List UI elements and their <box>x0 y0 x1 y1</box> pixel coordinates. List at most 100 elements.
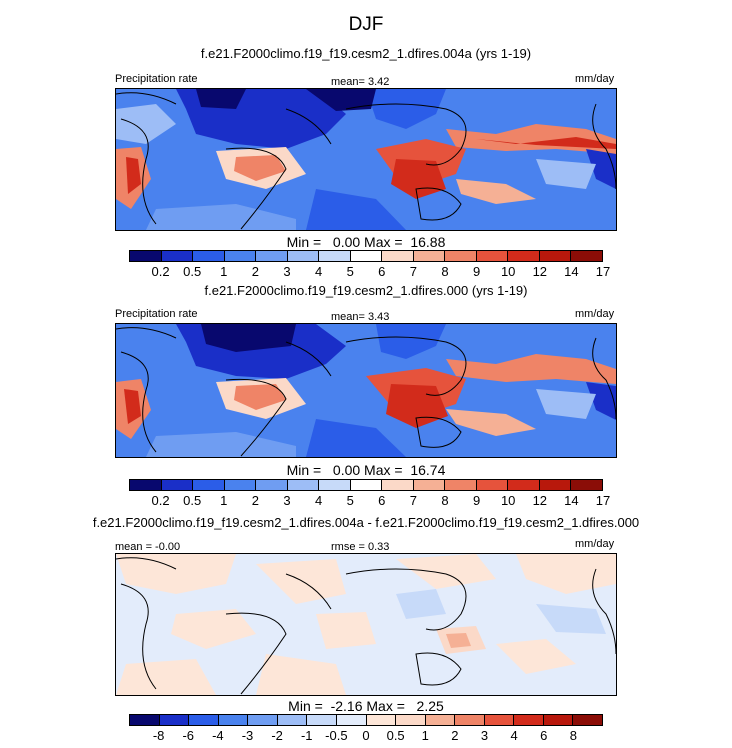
colorbar-swatch <box>382 480 414 490</box>
colorbar-tick-label: -1 <box>300 728 313 743</box>
panel-1-variable-label: Precipitation rate <box>115 73 198 85</box>
colorbar-swatch <box>350 480 383 490</box>
colorbar-swatch <box>130 251 162 261</box>
colorbar-tick-label: 8 <box>569 728 577 743</box>
colorbar-tick-label: 9 <box>472 264 481 279</box>
colorbar-tick-label: -0.5 <box>325 728 348 743</box>
colorbar-swatch <box>218 715 249 725</box>
colorbar-tick-label: 10 <box>500 264 516 279</box>
colorbar-swatch <box>130 480 162 490</box>
figure-title: DJF <box>348 14 384 35</box>
colorbar-swatch <box>193 480 225 490</box>
colorbar-swatch <box>277 715 308 725</box>
panel-1-units-label: mm/day <box>575 73 615 85</box>
colorbar-tick-label: 7 <box>409 493 418 508</box>
colorbar-tick-label: 4 <box>510 728 518 743</box>
colorbar-tick-label: 0.2 <box>151 493 170 508</box>
panel-2-case-title: f.e21.F2000climo.f19_f19.cesm2_1.dfires.… <box>204 283 528 298</box>
panel-1-min-max: Min = 0.00 Max = 16.88 <box>286 234 446 250</box>
panel-3-colorbar <box>129 714 603 726</box>
panel-2-map <box>115 323 617 458</box>
colorbar-swatch <box>571 480 602 490</box>
panel-1-colorbar <box>129 250 603 262</box>
colorbar-tick-label: 5 <box>346 493 354 508</box>
colorbar-tick-label: 5 <box>346 264 354 279</box>
colorbar-tick-label: 14 <box>564 493 579 508</box>
panel-1-case-title: f.e21.F2000climo.f19_f19.cesm2_1.dfires.… <box>200 46 532 61</box>
colorbar-swatch <box>224 480 257 490</box>
colorbar-tick-label: 0.5 <box>183 493 202 508</box>
colorbar-swatch <box>307 715 337 725</box>
panel-2-colorbar <box>129 479 603 491</box>
colorbar-tick-label: 3 <box>283 264 291 279</box>
colorbar-swatch <box>256 251 288 261</box>
colorbar-tick-label: 9 <box>472 493 481 508</box>
colorbar-swatch <box>382 251 414 261</box>
panel-3-colorbar-ticks: -8 -6 -4 -3 -2 -1 -0.5 0 0.5 1 2 3 4 6 8 <box>129 728 603 744</box>
panel-3-min-max: Min = -2.16 Max = 2.25 <box>288 698 444 714</box>
colorbar-tick-label: 0.5 <box>386 728 405 743</box>
colorbar-swatch <box>396 715 426 725</box>
colorbar-swatch <box>319 251 351 261</box>
colorbar-tick-label: 6 <box>540 728 548 743</box>
colorbar-swatch <box>425 715 456 725</box>
colorbar-swatch <box>508 480 540 490</box>
colorbar-swatch <box>287 251 320 261</box>
panel-3-case-title: f.e21.F2000climo.f19_f19.cesm2_1.dfires.… <box>92 515 640 530</box>
panel-2-colorbar-ticks: 0.2 0.5 1 2 3 4 5 6 7 8 9 10 12 14 17 <box>129 493 611 509</box>
colorbar-swatch <box>161 480 194 490</box>
panel-3-mean-label: mean = -0.00 <box>115 541 181 553</box>
panel-1-colorbar-ticks: 0.2 0.5 1 2 3 4 5 6 7 8 9 10 12 14 17 <box>129 264 611 280</box>
colorbar-tick-label: 2 <box>251 493 260 508</box>
colorbar-tick-label: 1 <box>220 264 228 279</box>
colorbar-tick-label: -8 <box>152 728 165 743</box>
colorbar-tick-label: 6 <box>378 264 386 279</box>
colorbar-tick-label: 0 <box>362 728 370 743</box>
colorbar-swatch <box>539 480 572 490</box>
colorbar-swatch <box>256 480 288 490</box>
colorbar-tick-label: -6 <box>182 728 195 743</box>
panel-1-map <box>115 88 617 231</box>
colorbar-swatch <box>445 251 477 261</box>
colorbar-tick-label: 1 <box>421 728 429 743</box>
colorbar-tick-label: 17 <box>595 264 611 279</box>
colorbar-tick-label: 10 <box>500 493 516 508</box>
panel-2-units-label: mm/day <box>575 308 615 320</box>
colorbar-tick-label: 3 <box>283 493 291 508</box>
colorbar-swatch <box>224 251 257 261</box>
colorbar-swatch <box>319 480 351 490</box>
colorbar-tick-label: 4 <box>314 264 323 279</box>
panel-3-units-label: mm/day <box>575 538 615 550</box>
colorbar-tick-label: 0.2 <box>151 264 170 279</box>
colorbar-swatch <box>413 480 446 490</box>
colorbar-swatch <box>476 480 509 490</box>
colorbar-swatch <box>445 480 477 490</box>
colorbar-swatch <box>539 251 572 261</box>
colorbar-swatch <box>484 715 515 725</box>
colorbar-swatch <box>161 251 194 261</box>
colorbar-swatch <box>193 251 225 261</box>
colorbar-tick-label: 14 <box>564 264 579 279</box>
panel-3-rmse-label: rmse = 0.33 <box>331 541 390 553</box>
colorbar-tick-label: 2 <box>251 264 260 279</box>
colorbar-tick-label: 2 <box>451 728 459 743</box>
colorbar-tick-label: 3 <box>480 728 489 743</box>
colorbar-swatch <box>189 715 219 725</box>
colorbar-tick-label: 4 <box>314 493 323 508</box>
colorbar-swatch <box>476 251 509 261</box>
panel-2-mean-label: mean= 3.43 <box>331 311 390 323</box>
colorbar-swatch <box>543 715 574 725</box>
colorbar-swatch <box>366 715 397 725</box>
panel-3-map <box>115 553 617 696</box>
colorbar-swatch <box>336 715 367 725</box>
colorbar-tick-label: 7 <box>409 264 418 279</box>
colorbar-swatch <box>508 251 540 261</box>
colorbar-tick-label: 8 <box>441 264 449 279</box>
colorbar-swatch <box>350 251 383 261</box>
colorbar-swatch <box>571 251 602 261</box>
colorbar-swatch <box>287 480 320 490</box>
colorbar-swatch <box>573 715 602 725</box>
colorbar-tick-label: 12 <box>532 493 548 508</box>
colorbar-swatch <box>455 715 485 725</box>
colorbar-tick-label: -4 <box>212 728 224 743</box>
